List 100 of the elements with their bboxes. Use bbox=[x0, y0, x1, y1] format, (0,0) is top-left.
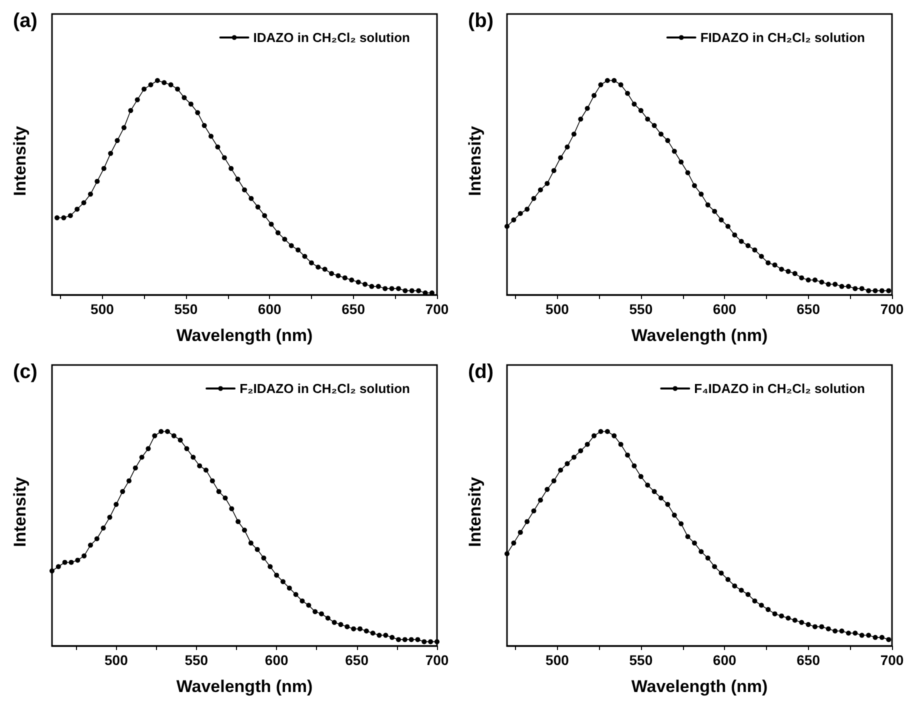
point bbox=[846, 284, 851, 289]
point bbox=[725, 577, 730, 582]
point bbox=[544, 180, 550, 186]
point bbox=[772, 262, 778, 268]
point bbox=[128, 108, 134, 114]
point bbox=[598, 428, 604, 434]
point bbox=[538, 187, 543, 192]
point bbox=[846, 630, 851, 636]
point bbox=[121, 125, 126, 130]
x-tick-label: 500 bbox=[546, 301, 570, 317]
point bbox=[819, 280, 824, 285]
point bbox=[826, 282, 831, 287]
point bbox=[612, 78, 617, 83]
point bbox=[101, 166, 106, 171]
point bbox=[336, 273, 341, 278]
point bbox=[638, 474, 644, 480]
point bbox=[108, 150, 114, 156]
x-tick-label: 600 bbox=[264, 652, 288, 668]
point bbox=[316, 264, 321, 270]
point bbox=[175, 86, 180, 92]
point bbox=[712, 564, 718, 570]
point bbox=[872, 288, 878, 294]
point bbox=[632, 463, 637, 468]
point bbox=[544, 486, 550, 492]
point bbox=[806, 622, 811, 628]
point bbox=[524, 519, 530, 524]
point bbox=[725, 224, 730, 229]
x-tick-label: 550 bbox=[629, 301, 653, 317]
point bbox=[718, 217, 724, 222]
point bbox=[799, 275, 804, 280]
point bbox=[786, 616, 791, 621]
point bbox=[685, 170, 690, 176]
point bbox=[732, 232, 738, 238]
point bbox=[162, 80, 167, 86]
point bbox=[705, 556, 710, 561]
y-axis-title: Intensity bbox=[466, 476, 484, 547]
point bbox=[645, 116, 650, 122]
point bbox=[81, 200, 86, 206]
point bbox=[54, 215, 60, 220]
point bbox=[564, 461, 570, 466]
point bbox=[652, 123, 657, 128]
point bbox=[618, 442, 624, 447]
point bbox=[826, 626, 831, 632]
point bbox=[832, 628, 838, 634]
point bbox=[612, 433, 617, 438]
point bbox=[638, 108, 644, 114]
point bbox=[114, 138, 120, 144]
x-tick-label: 500 bbox=[104, 652, 128, 668]
point bbox=[866, 288, 872, 294]
point bbox=[746, 243, 751, 248]
point bbox=[712, 208, 718, 214]
point bbox=[792, 271, 798, 276]
point bbox=[142, 86, 147, 92]
legend-label: F₄IDAZO in CH₂Cl₂ solution bbox=[694, 381, 866, 396]
point bbox=[879, 288, 884, 294]
x-axis-title: Wavelength (nm) bbox=[631, 677, 768, 696]
point bbox=[551, 478, 556, 484]
point bbox=[564, 144, 570, 150]
point bbox=[772, 611, 778, 616]
point bbox=[604, 78, 610, 83]
x-tick-label: 700 bbox=[880, 301, 904, 317]
point bbox=[531, 508, 536, 514]
y-axis-title: Intensity bbox=[466, 126, 484, 196]
point bbox=[678, 521, 684, 526]
point bbox=[685, 534, 690, 540]
point bbox=[242, 187, 247, 192]
chart-title: (a) bbox=[13, 10, 38, 32]
x-tick-label: 650 bbox=[796, 301, 820, 317]
point bbox=[692, 540, 697, 546]
point bbox=[658, 132, 664, 137]
point bbox=[692, 183, 697, 188]
point bbox=[604, 428, 610, 434]
chart-title: (d) bbox=[468, 361, 494, 383]
point bbox=[376, 284, 381, 289]
x-tick-label: 500 bbox=[546, 652, 570, 668]
point bbox=[222, 155, 227, 160]
point bbox=[154, 78, 160, 83]
point bbox=[61, 215, 66, 220]
point bbox=[558, 468, 564, 473]
point bbox=[504, 224, 510, 229]
point bbox=[738, 588, 744, 593]
point bbox=[779, 266, 784, 272]
point bbox=[134, 97, 140, 102]
point bbox=[74, 206, 80, 212]
point bbox=[571, 454, 576, 460]
point bbox=[859, 632, 864, 638]
point bbox=[94, 178, 100, 184]
point bbox=[625, 90, 630, 96]
x-tick-label: 550 bbox=[629, 652, 653, 668]
point bbox=[511, 540, 516, 546]
legend-label: FIDAZO in CH₂Cl₂ solution bbox=[700, 30, 866, 45]
point bbox=[758, 602, 764, 608]
point bbox=[886, 288, 892, 294]
point bbox=[766, 260, 771, 266]
point bbox=[215, 144, 220, 150]
point bbox=[812, 624, 818, 630]
point bbox=[598, 82, 604, 88]
point bbox=[396, 286, 401, 292]
point bbox=[262, 213, 268, 218]
point bbox=[652, 489, 657, 494]
